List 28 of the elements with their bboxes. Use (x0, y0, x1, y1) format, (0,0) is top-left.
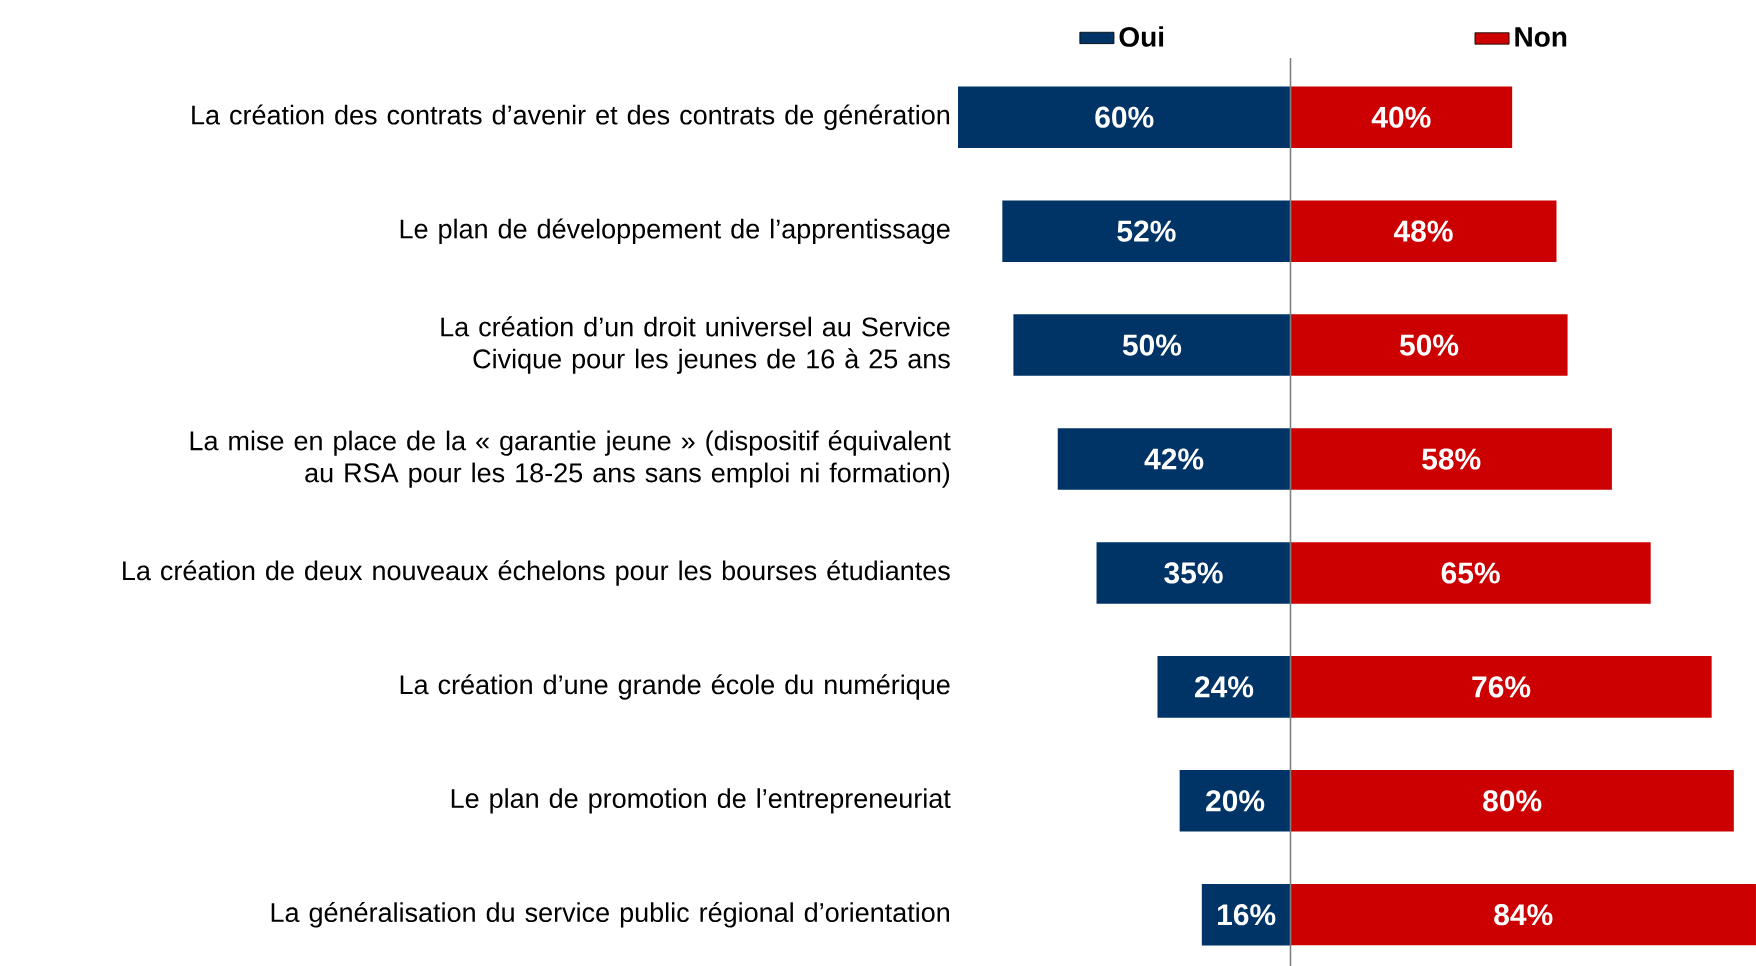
data-label: 16% (1218, 904, 1276, 926)
bar (1157, 656, 1291, 718)
y-tick-label: Le plan de promotion de l’entrepreneuriat (451, 788, 951, 814)
data-label: 65% (1441, 562, 1500, 584)
y-tick-label: La création des contrats d’avenir et des contrats de génération (192, 104, 950, 130)
data-label: 35% (1164, 562, 1223, 584)
y-tick-label: La création d’une grande école du numérique (400, 674, 950, 700)
data-label: 48% (1393, 220, 1453, 242)
data-label: 76% (1472, 676, 1531, 698)
data-label: 20% (1206, 790, 1265, 812)
y-tick-label: La généralisation du service public régional d’orientation (271, 901, 949, 928)
y-tick-label: Le plan de développement de l’apprentissage (400, 218, 950, 244)
data-label: 42% (1144, 448, 1204, 470)
y-tick-label: La création d’un droit universel au Service Civique pour les jeunes de 16 à 25 ans (441, 316, 950, 374)
data-label: 84% (1494, 904, 1553, 926)
data-label: 80% (1483, 790, 1542, 812)
data-label: 52% (1117, 220, 1176, 242)
data-label: 50% (1122, 334, 1182, 356)
data-label: 50% (1399, 334, 1459, 356)
data-label: 24% (1194, 676, 1254, 698)
data-label: 40% (1371, 106, 1431, 128)
legend-label: Oui (1119, 26, 1164, 47)
y-tick-label: La mise en place de la « garantie jeune » (dispositif équivalent au RSA pour les 18-25 ans sans emploi ni formation) (190, 430, 951, 488)
bar (1179, 770, 1291, 832)
y-tick-label: La création de deux nouveaux échelons pour les bourses étudiantes (123, 560, 950, 586)
data-label: 60% (1095, 106, 1154, 128)
legend-label: Non (1515, 27, 1567, 47)
data-label: 58% (1422, 448, 1481, 470)
